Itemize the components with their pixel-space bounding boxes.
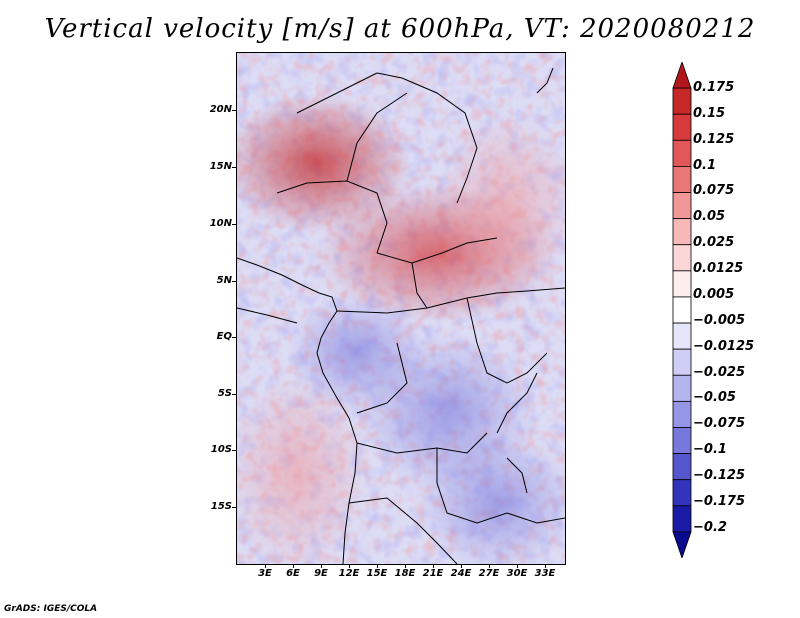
lat-label: EQ <box>216 331 232 342</box>
lon-label: 21E <box>422 568 444 579</box>
lat-tick <box>232 450 236 451</box>
lon-tick <box>377 564 378 568</box>
colorbar-label: −0.075 <box>693 416 746 431</box>
colorbar-label: 0.1 <box>693 158 717 173</box>
lat-label: 10N <box>209 218 232 229</box>
lon-tick <box>433 564 434 568</box>
lon-tick <box>321 564 322 568</box>
map-panel <box>236 52 566 565</box>
lon-label: 12E <box>338 568 360 579</box>
lat-tick <box>232 337 236 338</box>
lon-tick <box>265 564 266 568</box>
colorbar-label: −0.0125 <box>693 339 755 354</box>
colorbar-label: −0.2 <box>693 520 727 535</box>
lon-label: 9E <box>314 568 328 579</box>
colorbar-bin <box>672 531 692 558</box>
colorbar <box>672 62 692 558</box>
colorbar-label: −0.125 <box>693 468 746 483</box>
lon-tick <box>545 564 546 568</box>
lat-label: 20N <box>209 104 232 115</box>
lat-tick <box>232 281 236 282</box>
colorbar-bin <box>672 427 692 454</box>
lon-label: 27E <box>478 568 500 579</box>
colorbar-label: −0.175 <box>693 494 746 509</box>
colorbar-label: −0.005 <box>693 313 746 328</box>
colorbar-bin <box>672 244 692 272</box>
lat-tick <box>232 110 236 111</box>
lon-label: 3E <box>258 568 272 579</box>
colorbar-bin <box>672 453 692 481</box>
lon-label: 6E <box>286 568 300 579</box>
lon-tick <box>349 564 350 568</box>
lat-tick <box>232 507 236 508</box>
colorbar-bin <box>672 322 692 350</box>
lon-label: 33E <box>534 568 556 579</box>
colorbar-label: 0.125 <box>693 132 735 147</box>
lon-tick <box>489 564 490 568</box>
colorbar-bin <box>672 166 692 193</box>
colorbar-bin <box>672 296 692 324</box>
colorbar-label: −0.025 <box>693 365 746 380</box>
country-borders <box>237 67 565 564</box>
colorbar-bin <box>672 400 692 428</box>
colorbar-bin <box>672 139 692 167</box>
colorbar-bin <box>672 505 692 533</box>
lat-label: 5N <box>216 275 232 286</box>
vertical-velocity-field <box>237 53 565 564</box>
colorbar-label: 0.05 <box>693 209 726 224</box>
colorbar-label: 0.025 <box>693 235 735 250</box>
colorbar-bin <box>672 374 692 402</box>
colorbar-bin <box>672 113 692 141</box>
lat-tick <box>232 224 236 225</box>
colorbar-label: 0.175 <box>693 80 735 95</box>
lon-tick <box>405 564 406 568</box>
lon-tick <box>461 564 462 568</box>
colorbar-label: −0.05 <box>693 390 736 405</box>
chart-title: Vertical velocity [m/s] at 600hPa, VT: 2… <box>44 14 756 44</box>
colorbar-label: 0.0125 <box>693 261 744 276</box>
lon-label: 18E <box>394 568 416 579</box>
lon-label: 24E <box>450 568 472 579</box>
colorbar-bin <box>672 192 692 220</box>
lon-tick <box>517 564 518 568</box>
colorbar-label: 0.075 <box>693 183 735 198</box>
colorbar-bin <box>672 62 692 89</box>
colorbar-label: −0.1 <box>693 442 727 457</box>
lat-tick <box>232 167 236 168</box>
colorbar-bin <box>672 479 692 507</box>
grads-credit: GrADS: IGES/COLA <box>4 604 98 614</box>
lon-label: 15E <box>366 568 388 579</box>
lon-tick <box>293 564 294 568</box>
colorbar-bin <box>672 87 692 115</box>
lon-label: 30E <box>506 568 528 579</box>
lat-label: 15S <box>210 501 232 512</box>
colorbar-label: 0.15 <box>693 106 726 121</box>
lat-label: 5S <box>217 388 232 399</box>
colorbar-bin <box>672 348 692 376</box>
colorbar-bin <box>672 218 692 246</box>
lat-label: 10S <box>210 444 232 455</box>
colorbar-label: 0.005 <box>693 287 735 302</box>
colorbar-bin <box>672 270 692 298</box>
lat-label: 15N <box>209 161 232 172</box>
lat-tick <box>232 394 236 395</box>
